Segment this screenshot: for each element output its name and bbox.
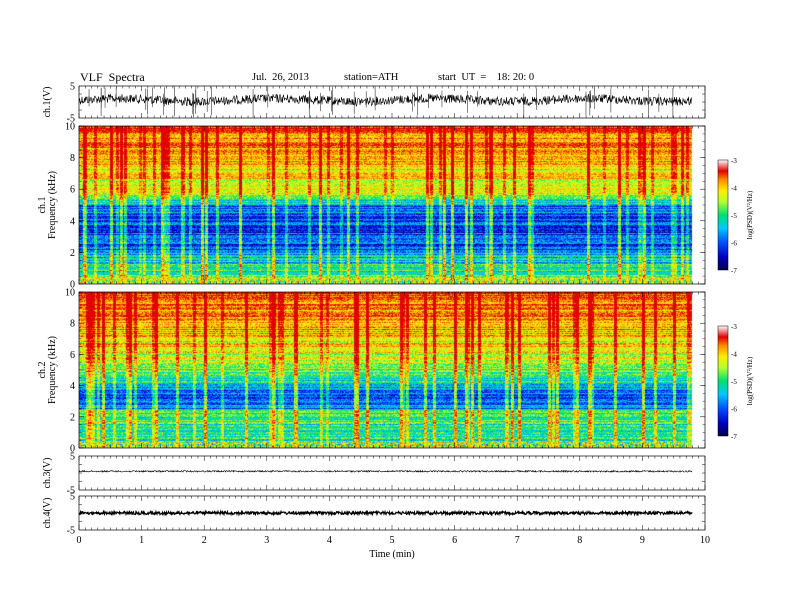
start-time-label: start UT = 18: 20: 0 bbox=[438, 72, 535, 83]
colorbar-tick-label: -7 bbox=[731, 267, 737, 275]
colorbar-label: log(PSD)(V²/Hz) bbox=[746, 356, 754, 405]
ch2-spectrogram-image bbox=[79, 292, 693, 448]
colorbar-tick-label: -4 bbox=[731, 351, 737, 359]
y-tick-label: 5 bbox=[70, 492, 75, 503]
colorbar-tick-label: -7 bbox=[731, 433, 737, 441]
colorbar-tick-label: -3 bbox=[731, 323, 737, 331]
y-tick-label: -5 bbox=[67, 486, 75, 497]
x-tick-label: 5 bbox=[390, 535, 395, 546]
y-tick-label: 2 bbox=[70, 248, 75, 259]
plot-title: VLF Spectra bbox=[80, 70, 145, 84]
x-tick-label: 6 bbox=[452, 535, 457, 546]
x-tick-label: 3 bbox=[264, 535, 269, 546]
x-tick-label: 4 bbox=[327, 535, 332, 546]
y-tick-label: 6 bbox=[70, 350, 75, 361]
colorbar-label: log(PSD)(V²/Hz) bbox=[746, 190, 754, 239]
x-tick-label: 0 bbox=[77, 535, 82, 546]
y-axis-label: Frequency (kHz) bbox=[47, 336, 58, 404]
y-axis-label: ch.4(V) bbox=[42, 498, 53, 529]
y-tick-label: 10 bbox=[65, 288, 75, 299]
colorbar-tick-label: -5 bbox=[731, 378, 737, 386]
y-tick-label: 10 bbox=[65, 122, 75, 133]
x-tick-label: 9 bbox=[640, 535, 645, 546]
colorbar-labels: -3 -4 -5 -6 -7 log(PSD)(V²/Hz) -3 -4 -5 -6 -7 log(P… bbox=[731, 157, 754, 441]
y-axis-label: Frequency (kHz) bbox=[47, 171, 58, 239]
x-tick-label: 8 bbox=[577, 535, 582, 546]
y-axis-label: ch.2 bbox=[37, 362, 48, 379]
panel-frame bbox=[78, 455, 706, 491]
x-tick-label: 7 bbox=[515, 535, 520, 546]
y-tick-label: 4 bbox=[70, 216, 75, 227]
y-tick-label: 2 bbox=[70, 412, 75, 423]
waveform-trace bbox=[78, 93, 693, 107]
y-axis-label: ch.1 bbox=[37, 197, 48, 214]
y-tick-label: 8 bbox=[70, 153, 75, 164]
y-tick-label: 4 bbox=[70, 381, 75, 392]
y-tick-label: 5 bbox=[70, 82, 75, 93]
waveform-trace bbox=[78, 469, 693, 474]
ch2-colorbar bbox=[717, 325, 729, 437]
y-tick-label: 5 bbox=[70, 452, 75, 463]
colorbar-tick-label: -5 bbox=[731, 212, 737, 220]
x-tick-label: 2 bbox=[202, 535, 207, 546]
date-label: Jul. 26, 2013 bbox=[252, 72, 309, 83]
x-axis-label: Time (min) bbox=[369, 549, 414, 560]
y-tick-label: 6 bbox=[70, 185, 75, 196]
y-tick-label: 0 bbox=[70, 444, 75, 455]
waveform-trace bbox=[78, 509, 693, 517]
colorbar-tick-label: -3 bbox=[731, 157, 737, 165]
colorbar-tick-label: -6 bbox=[731, 406, 737, 414]
ch1-spectrogram-image bbox=[79, 126, 693, 284]
y-tick-label: -5 bbox=[67, 526, 75, 537]
ch1-colorbar bbox=[717, 159, 729, 271]
colorbar-tick-label: -6 bbox=[731, 240, 737, 248]
y-axis-label: ch.1(V) bbox=[42, 87, 53, 118]
station-label: station=ATH bbox=[344, 72, 399, 83]
axes-layer bbox=[78, 85, 706, 531]
y-tick-label: 0 bbox=[70, 280, 75, 291]
y-tick-label: -5 bbox=[67, 114, 75, 125]
x-tick-label: 10 bbox=[700, 535, 710, 546]
colorbar-tick-label: -4 bbox=[731, 185, 737, 193]
x-tick-label: 1 bbox=[139, 535, 144, 546]
y-tick-label: 8 bbox=[70, 319, 75, 330]
y-axis-label: ch.3(V) bbox=[42, 458, 53, 489]
